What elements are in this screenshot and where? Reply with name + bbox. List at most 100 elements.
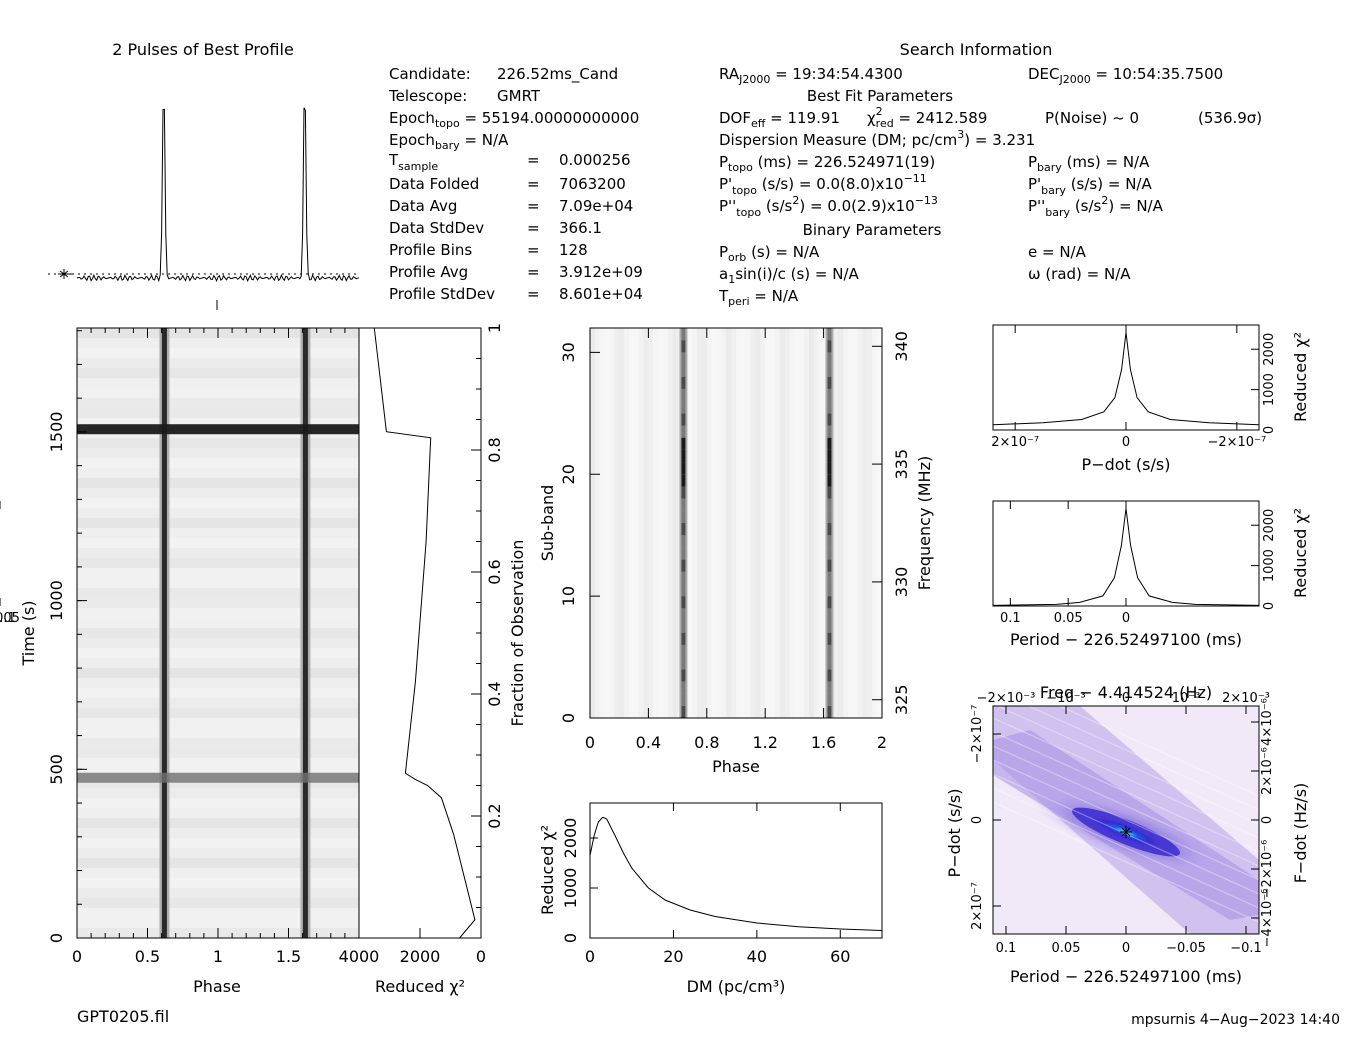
- candidate-row-label: Profile StdDev: [389, 285, 495, 303]
- time-phase-noise-row: [77, 888, 359, 898]
- subband-pulse-cell: [681, 462, 686, 475]
- pdot-xtick-label: 2×10⁻⁷: [991, 435, 1039, 450]
- subband-pulse-cell: [827, 462, 832, 475]
- tperi-value: = N/A: [750, 287, 799, 305]
- chi2-fraction-line: [373, 327, 476, 939]
- time-phase-noise-row: [77, 398, 359, 408]
- pddtopo-sub: topo: [736, 206, 761, 219]
- subband-noise-col: [794, 328, 800, 718]
- time-phase-noise-row: [77, 608, 359, 618]
- tsample-base: T: [388, 151, 399, 169]
- chi2-ytick-label: 0.8: [485, 437, 504, 462]
- plane-streak: [993, 731, 1259, 853]
- time-phase-noise-row: [77, 498, 359, 508]
- telescope-value: GMRT: [497, 87, 541, 105]
- time-phase-noise-row: [77, 538, 359, 548]
- subband-xtick-label: 1.6: [811, 733, 836, 752]
- pdot-xtick-label: 0: [1122, 435, 1130, 450]
- candidate-row-value: 7063200: [559, 175, 626, 193]
- subband-pulse-cell: [827, 559, 832, 572]
- dm-line: [589, 816, 883, 931]
- subband-pulse-cell: [681, 413, 686, 426]
- subband-noise-col: [770, 328, 775, 718]
- dm-sup: 3: [957, 128, 964, 141]
- subband-noise-col: [838, 328, 844, 718]
- time-phase-noise-row: [77, 698, 359, 708]
- subband-pulse-cell: [681, 705, 686, 718]
- chi2-fraction-frame: [358, 327, 482, 939]
- profile-line: [76, 107, 360, 283]
- time-phase-noise-row: [77, 448, 359, 458]
- time-phase-noise-row: [77, 598, 359, 608]
- subband-pulse-cell: [827, 632, 832, 645]
- plane-ticks: 0.1 0.05 0 −0.05 −0.1 −2×10⁻³ −10⁻³ 0 10⁻³ 2×10⁻³…: [970, 691, 1275, 956]
- plane-ylabel: P−dot (s/s): [945, 789, 964, 878]
- epoch-topo-value: = 55194.00000000000: [460, 109, 640, 127]
- time-phase-noise-row: [77, 678, 359, 688]
- candidate-row-label: Profile Avg: [389, 263, 468, 281]
- subband-noise-col: [687, 328, 693, 718]
- plane-streak: [1027, 706, 1259, 811]
- pdtopo-sup: −11: [904, 172, 927, 185]
- subband-noise-col: [862, 328, 868, 718]
- time-phase-noise-row: [77, 718, 359, 728]
- plane-streak: [993, 759, 1259, 881]
- epoch-topo-base: Epoch: [389, 109, 435, 127]
- plane-xtick-label: 0.05: [1052, 941, 1081, 956]
- plane-top-tick-label: 0: [1122, 691, 1130, 706]
- subband-xtick-label: 0.4: [636, 733, 661, 752]
- subband-pulse-cell: [827, 364, 832, 377]
- telescope-label: Telescope:: [388, 87, 467, 105]
- porb-sub: orb: [728, 251, 746, 264]
- plane-top-tick-label: −2×10⁻³: [977, 691, 1036, 706]
- time-phase-ytick-label: 0: [47, 933, 66, 943]
- time-phase-noise-row: [77, 728, 359, 738]
- time-phase-noise-row: [77, 378, 359, 388]
- time-phase-noise-row: [77, 338, 359, 348]
- subband-noise-col: [614, 328, 620, 718]
- plane-xtick-label: −0.1: [1230, 941, 1262, 956]
- period-ylabel: Reduced χ²: [1291, 508, 1310, 598]
- chi2-ytick-label: 1: [485, 323, 504, 333]
- time-phase-noise-row: [77, 708, 359, 718]
- porb-value: (s) = N/A: [746, 243, 820, 261]
- subband-noise-col: [672, 328, 678, 718]
- time-phase-xtick-label: 1.5: [276, 947, 301, 966]
- subband-right-tick-label: 340: [892, 331, 911, 362]
- plane-xlabel: Period − 226.52497100 (ms): [1010, 967, 1242, 986]
- time-phase-noise-row: [77, 758, 359, 768]
- candidate-row-value: 366.1: [559, 219, 602, 237]
- period-xtick-label: −0.1: [0, 611, 16, 626]
- subband-noise-col: [818, 328, 824, 718]
- subband-noise-col: [706, 328, 712, 718]
- candidate-label: Candidate:: [389, 65, 471, 83]
- plane-ytick-label: −2×10⁻⁷: [970, 705, 985, 764]
- dm-xlabel: DM (pc/cm³): [687, 977, 786, 996]
- subband-pulse-cell: [681, 510, 686, 523]
- time-phase-xlabel: Phase: [193, 977, 241, 996]
- dec-base: DEC: [1028, 65, 1060, 83]
- subband-pulse-cell: [681, 425, 686, 438]
- subband-noise-col: [847, 328, 853, 718]
- time-phase-noise-row: [77, 478, 359, 488]
- pdtopo-value: (s/s) = 0.0(8.0)x10: [757, 175, 904, 193]
- dof-value: = 119.91: [765, 109, 840, 127]
- pdot-line: [992, 332, 1260, 426]
- time-phase-panel: 0 0.5 1 1.5 0 500 1000 1500 Phase Time (s): [19, 327, 360, 996]
- chi-sym: χ: [867, 109, 876, 127]
- subband-noise-col: [877, 328, 882, 718]
- svg-text:Porb (s) = N/A: Porb (s) = N/A: [719, 243, 820, 264]
- svg-text:Dispersion Measure (DM; pc/cm3: Dispersion Measure (DM; pc/cm3) = 3.231: [719, 128, 1035, 149]
- time-phase-pulse-column: [161, 328, 167, 938]
- candidate-row-eq: =: [527, 241, 540, 259]
- time-phase-noise-row: [77, 388, 359, 398]
- svg-text:Tperi = N/A: Tperi = N/A: [718, 287, 799, 308]
- time-phase-noise-row: [77, 688, 359, 698]
- subband-pulse-cell: [681, 498, 686, 511]
- time-phase-noise-row: [77, 358, 359, 368]
- subband-pulse-cell: [827, 498, 832, 511]
- pddbary-unit: (s/s: [1070, 197, 1101, 215]
- subband-pulse-cell: [827, 376, 832, 389]
- pdot-xtick-label: −2×10⁻⁷: [1207, 435, 1266, 450]
- plane-right-tick-label: 0: [1260, 816, 1275, 824]
